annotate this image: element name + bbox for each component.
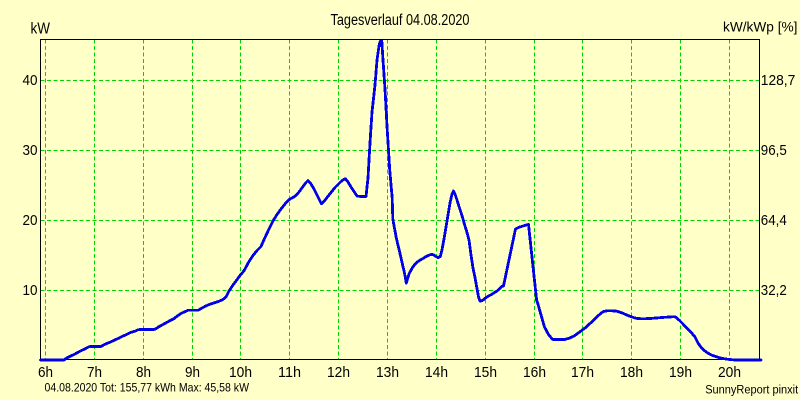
svg-text:15h: 15h xyxy=(474,364,497,381)
svg-text:10h: 10h xyxy=(229,364,252,381)
svg-text:kW: kW xyxy=(31,21,51,38)
svg-text:SunnyReport pinxit: SunnyReport pinxit xyxy=(705,384,799,396)
svg-text:9h: 9h xyxy=(185,364,200,381)
svg-text:30: 30 xyxy=(23,142,38,159)
svg-text:20h: 20h xyxy=(718,364,741,381)
svg-text:04.08.2020 Tot: 155,77 kWh Max: 04.08.2020 Tot: 155,77 kWh Max: 45,58 kW xyxy=(45,381,250,395)
svg-text:18h: 18h xyxy=(620,364,643,381)
svg-text:Tagesverlauf 04.08.2020: Tagesverlauf 04.08.2020 xyxy=(331,12,470,29)
svg-text:10: 10 xyxy=(23,282,38,299)
svg-text:40: 40 xyxy=(23,72,38,89)
svg-text:6h: 6h xyxy=(38,364,53,381)
svg-text:13h: 13h xyxy=(376,364,399,381)
svg-text:128,7: 128,7 xyxy=(761,72,796,89)
svg-text:96,5: 96,5 xyxy=(761,142,787,159)
svg-text:14h: 14h xyxy=(425,364,448,381)
svg-text:7h: 7h xyxy=(87,364,102,381)
svg-text:8h: 8h xyxy=(136,364,151,381)
svg-text:16h: 16h xyxy=(523,364,546,381)
svg-text:32,2: 32,2 xyxy=(761,282,787,299)
svg-text:64,4: 64,4 xyxy=(761,212,787,229)
svg-text:kW/kWp [%]: kW/kWp [%] xyxy=(723,19,798,35)
svg-text:12h: 12h xyxy=(327,364,350,381)
svg-text:20: 20 xyxy=(23,212,38,229)
svg-text:17h: 17h xyxy=(571,364,594,381)
svg-text:19h: 19h xyxy=(669,364,692,381)
svg-text:11h: 11h xyxy=(278,364,301,381)
